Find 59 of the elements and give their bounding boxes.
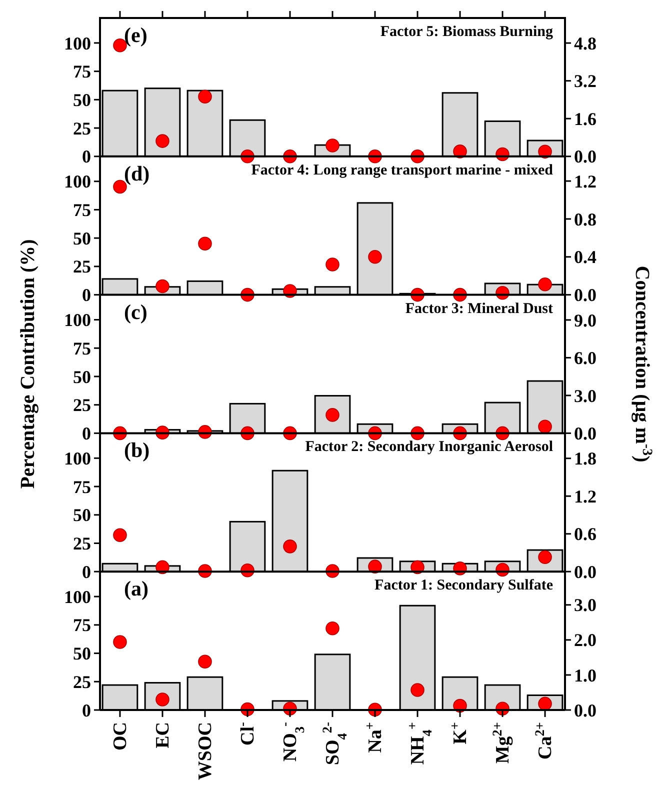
annotation: (b)	[124, 438, 150, 462]
y-tick-label: 50	[73, 505, 91, 526]
y2-tick-label: 1.2	[574, 486, 596, 506]
chart-title: Factor 4: Long range transport marine - mixed	[251, 162, 554, 178]
y-tick-label: 0	[82, 285, 91, 306]
y-tick-label: 25	[73, 672, 91, 692]
y2-tick-label: 2.0	[574, 630, 596, 650]
y-axis-title: Percentage Contribution (%)	[17, 239, 39, 489]
y-tick-label: 75	[73, 62, 91, 82]
y2-tick-label: 0.0	[574, 285, 596, 306]
chart-title: Factor 2: Secondary Inorganic Aerosol	[305, 439, 553, 456]
y-tick-label: 25	[73, 118, 91, 138]
y2-tick-label: 1.8	[574, 448, 596, 469]
annotation: (d)	[124, 161, 150, 186]
y-tick-label: 0	[82, 146, 91, 167]
y2-tick-label: 0.0	[574, 424, 596, 444]
y-tick-label: 50	[73, 644, 91, 664]
chart-title: Factor 1: Secondary Sulfate	[374, 578, 554, 594]
x-tick-label: EC	[152, 722, 174, 748]
y-tick-label: 75	[73, 615, 91, 636]
y-tick-label: 0	[82, 562, 91, 582]
y-tick-label: 75	[73, 200, 91, 220]
y2-tick-label: 3.2	[574, 71, 596, 92]
y-tick-label: 100	[64, 448, 91, 468]
y2-tick-label: 0.0	[574, 562, 596, 582]
annotation: (e)	[124, 23, 148, 47]
y-tick-label: 25	[73, 256, 91, 277]
y2-tick-label: 0.8	[574, 209, 596, 230]
y2-tick-label: 1.2	[574, 171, 596, 192]
y2-tick-label: 0.4	[574, 247, 596, 268]
y2-tick-label: 4.8	[574, 33, 596, 54]
y-tick-label: 100	[64, 172, 91, 192]
y-tick-label: 0	[82, 700, 91, 720]
chart-title: Factor 3: Mineral Dust	[405, 300, 553, 317]
y-tick-label: 100	[64, 310, 91, 330]
y-tick-label: 100	[64, 586, 91, 607]
y2-tick-label: 0.6	[574, 524, 596, 544]
annotation: (c)	[124, 300, 148, 324]
annotation: (a)	[124, 576, 148, 601]
y-tick-label: 25	[73, 534, 91, 554]
y-tick-label: 0	[82, 424, 91, 444]
y2-tick-label: 3.0	[574, 595, 596, 616]
y-tick-label: 75	[73, 476, 91, 497]
y-tick-label: 100	[64, 33, 91, 54]
x-tick-label: OC	[110, 722, 131, 750]
y2-tick-label: 9.0	[574, 310, 596, 330]
y-tick-label: 25	[73, 395, 91, 416]
y2-tick-label: 3.0	[574, 386, 596, 406]
y2-tick-label: 1.0	[574, 665, 596, 686]
y-tick-label: 75	[73, 338, 91, 358]
x-tick-label: WSOC	[194, 722, 216, 780]
chart-title: Factor 5: Biomass Burning	[380, 24, 554, 40]
y2-tick-label: 0.0	[574, 700, 596, 720]
y-tick-label: 50	[73, 90, 91, 110]
y-tick-label: 50	[73, 366, 91, 387]
y-tick-label: 50	[73, 228, 91, 248]
y2-tick-label: 0.0	[574, 146, 596, 167]
y2-tick-label: 1.6	[574, 108, 596, 129]
y2-tick-label: 6.0	[574, 348, 596, 368]
